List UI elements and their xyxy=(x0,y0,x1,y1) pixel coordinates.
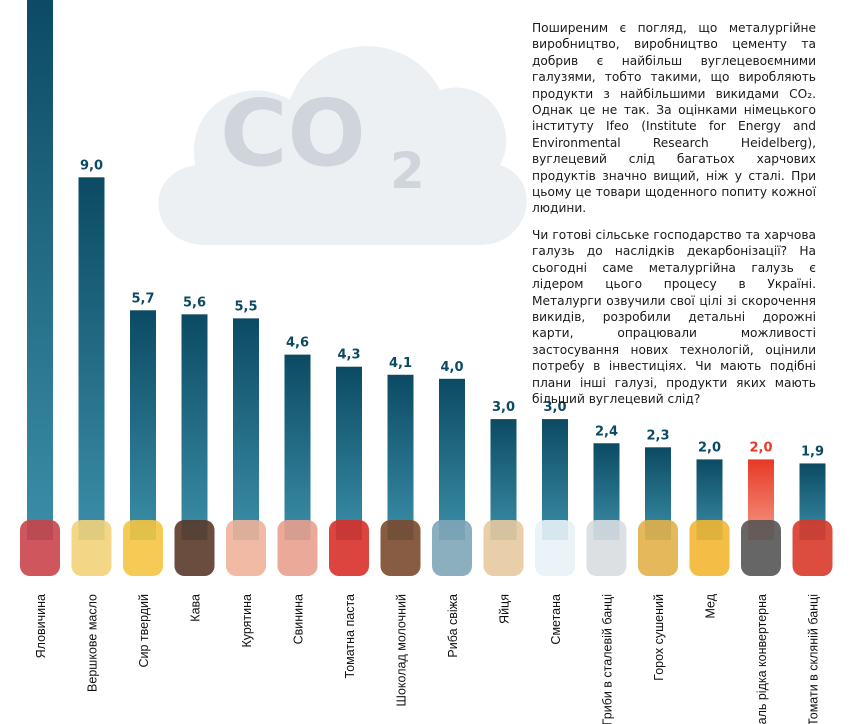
product-icon xyxy=(278,520,318,576)
bar xyxy=(233,318,259,540)
product-icon xyxy=(690,520,730,576)
product-icon xyxy=(226,520,266,576)
infographic: CO 2 Яловичина 9,0 Вершкове масло 5,7 Сир тв… xyxy=(0,0,853,724)
category-label: Сир твердий xyxy=(137,594,151,668)
value-label: 5,7 xyxy=(131,291,154,306)
value-label: 2,0 xyxy=(749,440,772,455)
paragraph: Поширеним є погляд, що металургійне виро… xyxy=(532,20,816,217)
value-label: 5,5 xyxy=(234,299,257,314)
product-icon xyxy=(175,520,215,576)
product-icon xyxy=(587,520,627,576)
product-icon xyxy=(20,520,60,576)
text-block: Поширеним є погляд, що металургійне виро… xyxy=(532,20,816,417)
bar xyxy=(336,367,362,540)
category-label: Яловичина xyxy=(34,594,48,658)
value-label: 4,0 xyxy=(440,360,463,375)
value-label: 2,3 xyxy=(646,428,669,443)
product-icon xyxy=(484,520,524,576)
product-icon xyxy=(432,520,472,576)
category-label: Свинина xyxy=(292,594,306,644)
category-label: Томатна паста xyxy=(343,594,357,678)
category-label: Шоколад молочний xyxy=(395,594,409,706)
product-icon xyxy=(123,520,163,576)
cloud-text: CO xyxy=(220,80,366,187)
category-label: Мед xyxy=(704,593,718,618)
category-label: Кава xyxy=(189,594,203,622)
bar xyxy=(388,375,414,540)
category-label: Горох сушений xyxy=(652,594,666,681)
category-label: Сталь рідка конвертерна xyxy=(755,594,769,724)
category-label: Риба свіжа xyxy=(446,594,460,658)
product-icon xyxy=(381,520,421,576)
category-label: Томати в скляній банці xyxy=(807,594,821,724)
bar xyxy=(130,310,156,540)
value-label: 4,6 xyxy=(286,336,309,351)
bar xyxy=(27,0,53,540)
paragraph: Чи готові сільське господарство та харчо… xyxy=(532,227,816,407)
product-icon xyxy=(329,520,369,576)
bar xyxy=(182,314,208,540)
value-label: 5,6 xyxy=(183,295,206,310)
cloud-subscript: 2 xyxy=(390,142,425,200)
value-label: 2,0 xyxy=(698,440,721,455)
value-label: 2,4 xyxy=(595,424,618,439)
product-icon xyxy=(72,520,112,576)
bar xyxy=(439,379,465,540)
product-icon xyxy=(793,520,833,576)
bar xyxy=(79,177,105,540)
value-label: 1,9 xyxy=(801,444,824,459)
category-label: Вершкове масло xyxy=(86,594,100,692)
category-label: Сметана xyxy=(549,594,563,645)
value-label: 4,3 xyxy=(337,348,360,363)
category-label: Гриби в сталевій банці xyxy=(601,594,615,724)
product-icon xyxy=(535,520,575,576)
value-label: 9,0 xyxy=(80,158,103,173)
product-icon xyxy=(638,520,678,576)
cloud: CO 2 xyxy=(158,46,526,245)
bar xyxy=(285,355,311,540)
value-label: 4,1 xyxy=(389,356,412,371)
product-icon xyxy=(741,520,781,576)
category-label: Яйця xyxy=(498,594,512,624)
value-label: 3,0 xyxy=(492,400,515,415)
category-label: Курятина xyxy=(240,594,254,648)
